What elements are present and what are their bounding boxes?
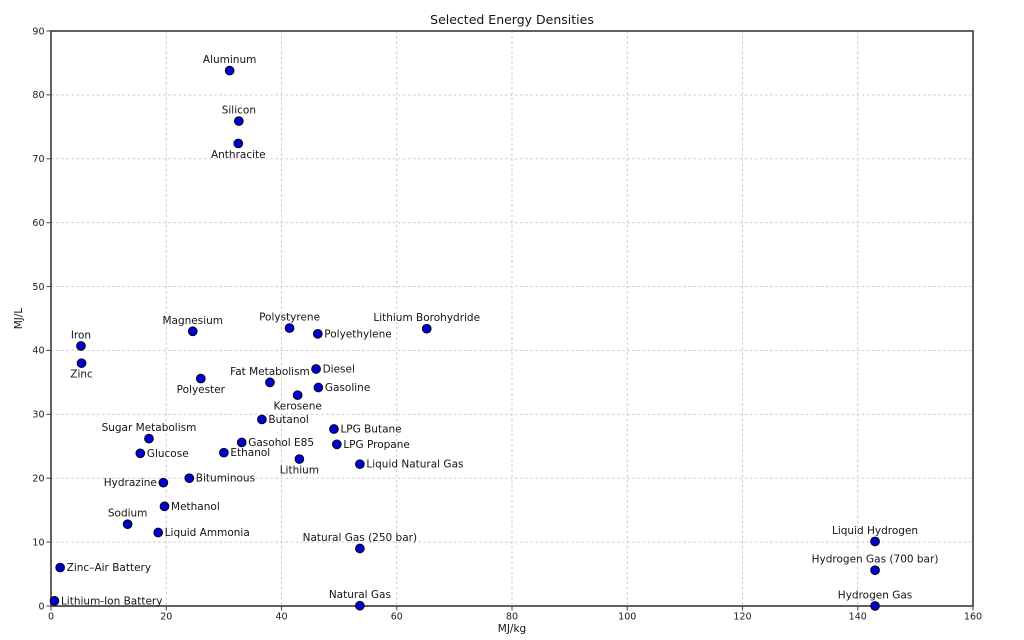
point-label: Polyester <box>177 384 226 396</box>
data-point <box>76 341 86 351</box>
data-point <box>312 328 323 339</box>
data-point <box>49 596 60 606</box>
point-label: Zinc–Air Battery <box>67 562 151 574</box>
data-point <box>355 543 365 554</box>
data-point <box>144 433 154 444</box>
point-label: Silicon <box>222 105 256 117</box>
y-tick-label: 0 <box>38 601 44 612</box>
y-axis-label: MJ/L <box>13 308 25 330</box>
data-point <box>55 562 66 573</box>
x-tick-label: 80 <box>506 612 518 623</box>
y-tick-label: 40 <box>32 346 44 357</box>
data-point <box>870 601 880 611</box>
point-label: Liquid Ammonia <box>165 527 250 539</box>
point-label: Zinc <box>70 369 93 381</box>
point-label: Lithium Borohydride <box>373 312 480 324</box>
point-label: LPG Propane <box>343 439 410 451</box>
data-point <box>236 437 247 448</box>
data-point <box>159 501 170 512</box>
data-point <box>311 364 321 374</box>
data-point <box>313 382 324 393</box>
data-point <box>329 424 339 434</box>
point-label: Butanol <box>268 414 308 426</box>
data-point <box>234 116 244 126</box>
x-tick-label: 20 <box>160 612 172 623</box>
point-label: Diesel <box>323 363 355 375</box>
y-tick-label: 10 <box>32 537 44 548</box>
data-point <box>233 138 244 149</box>
y-tick-label: 50 <box>32 282 44 293</box>
point-label: Aluminum <box>203 54 256 66</box>
y-tick-label: 70 <box>32 154 44 165</box>
point-label: Magnesium <box>162 315 223 327</box>
tick-layer: 0 20 40 60 80 100 120 140 160 0 10 20 30 40 50 60 70 80 90 <box>32 26 982 622</box>
data-point <box>265 377 275 388</box>
point-label: Hydrogen Gas <box>838 589 912 601</box>
data-point <box>870 536 880 547</box>
data-point <box>153 527 164 538</box>
point-label: Natural Gas <box>329 589 391 601</box>
point-label: Sodium <box>108 508 148 520</box>
x-tick-label: 100 <box>618 612 636 623</box>
data-point <box>421 323 432 334</box>
y-tick-label: 60 <box>32 218 44 229</box>
point-label: Fat Metabolism <box>230 366 310 378</box>
data-point <box>331 439 342 450</box>
grid-layer <box>51 31 973 606</box>
y-tick-label: 20 <box>32 474 44 485</box>
data-point <box>135 448 146 459</box>
data-point <box>122 519 133 530</box>
data-point <box>870 565 880 576</box>
data-point <box>219 447 229 458</box>
data-point <box>355 459 365 470</box>
point-label: Hydrazine <box>104 477 157 489</box>
data-point <box>284 323 295 333</box>
point-label: Polystyrene <box>259 312 320 324</box>
chart-title: Selected Energy Densities <box>430 12 594 27</box>
data-point <box>158 477 169 488</box>
x-tick-label: 140 <box>849 612 867 623</box>
x-tick-label: 60 <box>391 612 403 623</box>
data-point <box>257 414 267 425</box>
point-label: Natural Gas (250 bar) <box>303 532 417 544</box>
data-point <box>224 65 235 76</box>
data-point <box>76 358 87 369</box>
point-label: Iron <box>71 329 91 341</box>
point-label: Kerosene <box>273 401 321 413</box>
point-layer: Aluminum Silicon Anthracite Polystyrene Lith… <box>49 54 939 611</box>
data-point <box>292 390 303 401</box>
point-label: Polyethylene <box>324 328 391 340</box>
point-label: Lithium-Ion Battery <box>61 595 163 607</box>
point-label: Sugar Metabolism <box>102 422 197 434</box>
x-tick-label: 120 <box>733 612 751 623</box>
point-label: Liquid Natural Gas <box>366 459 463 471</box>
y-tick-label: 80 <box>32 90 44 101</box>
data-point <box>355 600 365 611</box>
point-label: Gasohol E85 <box>248 437 314 449</box>
point-label: Anthracite <box>211 149 266 161</box>
data-point <box>187 326 198 337</box>
point-label: Lithium <box>280 465 319 477</box>
point-label: Bituminous <box>196 473 255 485</box>
data-point <box>195 373 206 384</box>
x-tick-label: 40 <box>275 612 287 623</box>
point-label: Liquid Hydrogen <box>832 525 918 537</box>
point-label: Methanol <box>171 501 220 513</box>
x-tick-label: 0 <box>48 612 54 623</box>
data-point <box>184 473 195 484</box>
point-label: Glucose <box>147 448 189 460</box>
point-label: Hydrogen Gas (700 bar) <box>812 554 939 566</box>
data-point <box>294 454 305 464</box>
point-label: Ethanol <box>230 447 270 459</box>
x-axis-label: MJ/kg <box>498 623 526 635</box>
y-tick-label: 90 <box>32 26 44 37</box>
point-label: Gasoline <box>325 382 370 394</box>
y-tick-label: 30 <box>32 410 44 421</box>
x-tick-label: 160 <box>964 612 982 623</box>
point-label: LPG Butane <box>340 424 401 436</box>
